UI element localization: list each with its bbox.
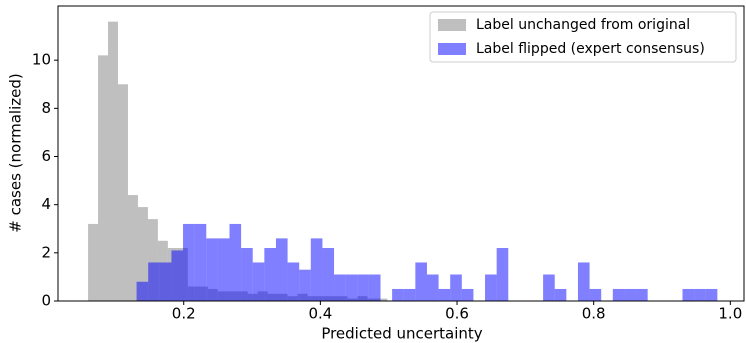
- bar: [206, 238, 218, 301]
- bar: [543, 274, 555, 301]
- bar: [147, 219, 158, 301]
- bar: [485, 274, 497, 301]
- legend: Label unchanged from original Label flipp…: [429, 11, 737, 63]
- bar: [403, 288, 416, 301]
- bar: [88, 223, 99, 301]
- bar: [438, 288, 451, 301]
- bar: [554, 288, 567, 301]
- bar: [252, 262, 265, 301]
- bar: [694, 288, 706, 301]
- bar: [357, 274, 369, 301]
- bar: [345, 274, 358, 301]
- bar: [368, 274, 381, 301]
- bar: [705, 288, 718, 301]
- bar: [229, 223, 242, 301]
- bar: [183, 223, 195, 301]
- bar: [450, 274, 462, 301]
- bar: [612, 288, 625, 301]
- bar: [159, 262, 172, 301]
- bar: [264, 248, 276, 301]
- bar: [108, 21, 118, 301]
- bar: [624, 288, 637, 301]
- bar: [496, 248, 509, 301]
- bar: [577, 262, 590, 301]
- bar: [275, 238, 288, 301]
- bar: [98, 55, 109, 302]
- y-tick-label: 2: [41, 243, 51, 261]
- x-tick-label: 0.2: [172, 305, 196, 323]
- x-tick-label: 0.8: [582, 305, 606, 323]
- bar: [310, 238, 323, 301]
- bar: [148, 262, 160, 301]
- y-tick-label: 8: [41, 99, 51, 117]
- plot-frame: [57, 5, 745, 302]
- x-axis-label: Predicted uncertainty: [321, 325, 482, 343]
- y-tick-label: 10: [32, 51, 51, 69]
- legend-swatch: [438, 19, 466, 31]
- bar: [217, 238, 230, 301]
- legend-label: Label flipped (expert consensus): [476, 41, 705, 57]
- bar: [322, 248, 335, 301]
- y-tick-label: 4: [41, 195, 51, 213]
- x-tick-label: 1.0: [718, 305, 742, 323]
- bar: [117, 84, 128, 301]
- y-axis-label: # cases (normalized): [7, 73, 25, 232]
- bar: [127, 195, 138, 301]
- x-tick-label: 0.4: [308, 305, 332, 323]
- bar: [682, 288, 695, 301]
- y-tick-label: 0: [41, 292, 51, 310]
- bar: [426, 274, 439, 301]
- bar: [241, 248, 253, 301]
- bar: [415, 262, 427, 301]
- bar: [334, 274, 346, 301]
- bar: [137, 207, 148, 301]
- bar: [392, 288, 404, 301]
- bar: [171, 250, 184, 301]
- legend-label: Label unchanged from original: [476, 17, 690, 33]
- bar: [377, 298, 388, 301]
- bar: [636, 288, 648, 301]
- y-tick-label: 6: [41, 147, 51, 165]
- bar: [194, 223, 207, 301]
- x-tick-label: 0.6: [445, 305, 469, 323]
- bar: [136, 281, 149, 301]
- bar: [461, 288, 474, 301]
- legend-swatch: [438, 43, 466, 55]
- bar: [299, 269, 311, 301]
- bar: [287, 262, 300, 301]
- legend-box: [429, 11, 737, 63]
- bar: [589, 288, 602, 301]
